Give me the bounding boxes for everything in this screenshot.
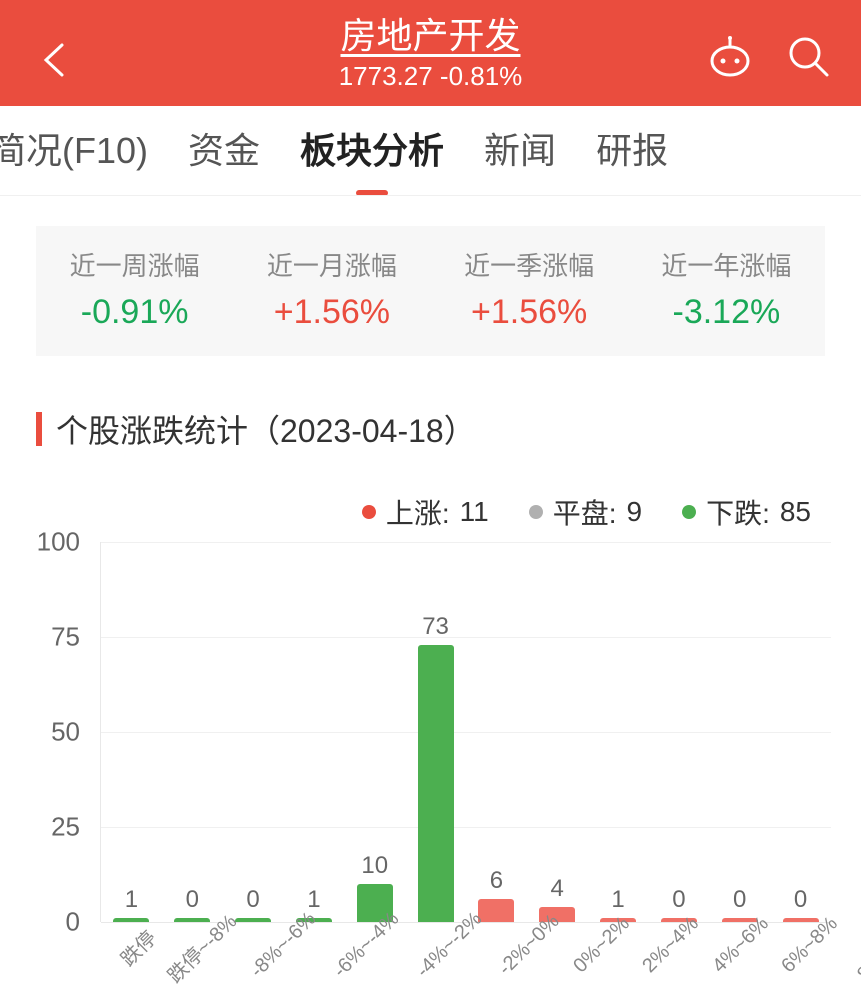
period-label: 近一季涨幅 bbox=[431, 246, 628, 283]
bar-value-label: 0 bbox=[246, 886, 259, 914]
tab-1[interactable]: 资金 bbox=[168, 106, 280, 196]
bar-col-1: 0 bbox=[162, 542, 223, 922]
plot-area: 10011073641000 bbox=[100, 542, 831, 922]
bar-col-5: 73 bbox=[405, 542, 466, 922]
tab-0[interactable]: 简况(F10) bbox=[0, 106, 168, 196]
period-label: 近一月涨幅 bbox=[233, 246, 430, 283]
app-header: 房地产开发 1773.27 -0.81% bbox=[0, 0, 861, 106]
period-value: -0.91% bbox=[36, 293, 233, 332]
period-value: -3.12% bbox=[628, 293, 825, 332]
y-axis: 0255075100 bbox=[20, 542, 90, 922]
y-tick: 25 bbox=[51, 812, 80, 843]
bar-value-label: 4 bbox=[551, 875, 564, 903]
y-tick: 75 bbox=[51, 622, 80, 653]
bar-col-10: 0 bbox=[709, 542, 770, 922]
period-label: 近一年涨幅 bbox=[628, 246, 825, 283]
bar-col-6: 6 bbox=[466, 542, 527, 922]
chart-legend: 上涨: 11 平盘: 9 下跌: 85 bbox=[0, 492, 811, 532]
back-button[interactable] bbox=[40, 40, 70, 80]
bar-col-2: 0 bbox=[223, 542, 284, 922]
bar-col-7: 4 bbox=[527, 542, 588, 922]
bar-col-9: 0 bbox=[648, 542, 709, 922]
bar-value-label: 10 bbox=[361, 852, 388, 880]
bar-value-label: 0 bbox=[794, 886, 807, 914]
bar-value-label: 6 bbox=[490, 867, 503, 895]
bar-col-8: 1 bbox=[588, 542, 649, 922]
legend-dot-up bbox=[362, 505, 376, 519]
x-axis-labels: 跌停跌停~-8%-8%~-6%-6%~-4%-4%~-2%-2%~0%0%~2%… bbox=[100, 930, 831, 969]
x-label: 跌停 bbox=[106, 916, 162, 972]
bar-value-label: 0 bbox=[186, 886, 199, 914]
tab-4[interactable]: 研报 bbox=[576, 106, 688, 196]
legend-flat: 平盘: 9 bbox=[529, 492, 642, 532]
bar-value-label: 1 bbox=[125, 886, 138, 914]
period-item-1: 近一月涨幅 +1.56% bbox=[233, 226, 430, 356]
period-stats: 近一周涨幅-0.91%近一月涨幅+1.56%近一季涨幅+1.56%近一年涨幅-3… bbox=[36, 226, 825, 356]
legend-dot-down bbox=[682, 505, 696, 519]
section-header: 个股涨跌统计（2023-04-18） bbox=[36, 406, 825, 452]
section-title: 个股涨跌统计（2023-04-18） bbox=[56, 406, 476, 452]
tab-2[interactable]: 板块分析 bbox=[280, 106, 464, 196]
bar-rect bbox=[235, 918, 271, 922]
y-tick: 0 bbox=[66, 907, 80, 938]
bar-rect bbox=[418, 645, 454, 922]
bar-col-3: 1 bbox=[283, 542, 344, 922]
bar-value-label: 1 bbox=[307, 886, 320, 914]
bar-col-4: 10 bbox=[344, 542, 405, 922]
legend-up: 上涨: 11 bbox=[362, 492, 489, 532]
section-accent-bar bbox=[36, 412, 42, 446]
bar-value-label: 73 bbox=[422, 613, 449, 641]
period-label: 近一周涨幅 bbox=[36, 246, 233, 283]
assistant-icon[interactable] bbox=[708, 35, 752, 79]
period-item-3: 近一年涨幅 -3.12% bbox=[628, 226, 825, 356]
legend-down: 下跌: 85 bbox=[682, 492, 811, 532]
period-item-0: 近一周涨幅 -0.91% bbox=[36, 226, 233, 356]
search-icon[interactable] bbox=[787, 35, 831, 79]
y-tick: 50 bbox=[51, 717, 80, 748]
chevron-left-icon bbox=[40, 40, 70, 80]
period-value: +1.56% bbox=[431, 293, 628, 332]
period-value: +1.56% bbox=[233, 293, 430, 332]
tab-3[interactable]: 新闻 bbox=[464, 106, 576, 196]
x-label: 8%~涨停 bbox=[842, 902, 861, 987]
bars-container: 10011073641000 bbox=[101, 542, 831, 922]
bar-col-11: 0 bbox=[770, 542, 831, 922]
legend-dot-flat bbox=[529, 505, 543, 519]
distribution-chart: 0255075100 10011073641000 跌停跌停~-8%-8%~-6… bbox=[20, 542, 841, 992]
period-item-2: 近一季涨幅 +1.56% bbox=[431, 226, 628, 356]
y-tick: 100 bbox=[37, 527, 80, 558]
tab-bar: 简况(F10)资金板块分析新闻研报 bbox=[0, 106, 861, 196]
header-actions bbox=[708, 35, 831, 79]
bar-rect bbox=[478, 899, 514, 922]
bar-col-0: 1 bbox=[101, 542, 162, 922]
